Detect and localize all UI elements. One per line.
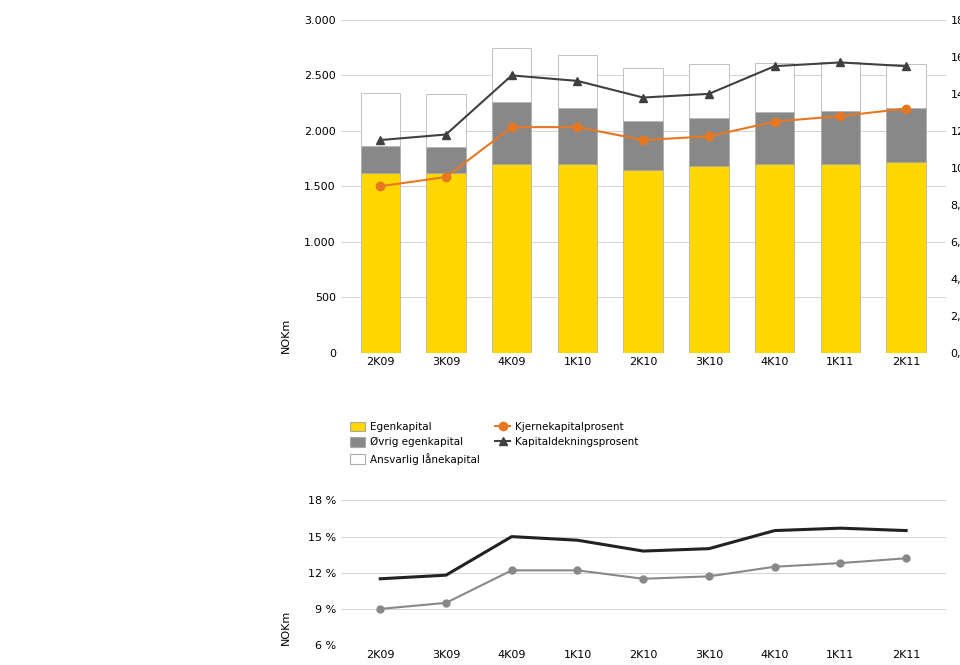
Bar — [558, 164, 597, 352]
Bar — [558, 108, 597, 164]
Bar — [361, 93, 400, 146]
Bar — [755, 112, 795, 164]
Text: NOKm: NOKm — [281, 610, 292, 645]
Bar — [886, 162, 925, 352]
Text: NOKm: NOKm — [281, 317, 292, 352]
Bar — [426, 148, 466, 173]
Bar — [492, 48, 532, 102]
Legend: Egenkapital, Øvrig egenkapital, Ansvarlig lånekapital, Kjernekapitalprosent, Kap: Egenkapital, Øvrig egenkapital, Ansvarli… — [346, 418, 643, 469]
Bar — [755, 164, 795, 352]
Bar — [558, 55, 597, 108]
Bar — [623, 68, 663, 121]
Bar — [821, 164, 860, 352]
Bar — [689, 118, 729, 166]
Bar — [821, 62, 860, 111]
Bar — [492, 164, 532, 352]
Bar — [623, 121, 663, 170]
Bar — [492, 102, 532, 164]
Bar — [689, 166, 729, 352]
Bar — [755, 63, 795, 112]
Bar — [886, 108, 925, 162]
Bar — [886, 65, 925, 108]
Bar — [426, 94, 466, 148]
Bar — [361, 146, 400, 173]
Bar — [426, 173, 466, 352]
Bar — [689, 65, 729, 118]
Bar — [623, 170, 663, 352]
Bar — [361, 173, 400, 352]
Bar — [821, 111, 860, 164]
